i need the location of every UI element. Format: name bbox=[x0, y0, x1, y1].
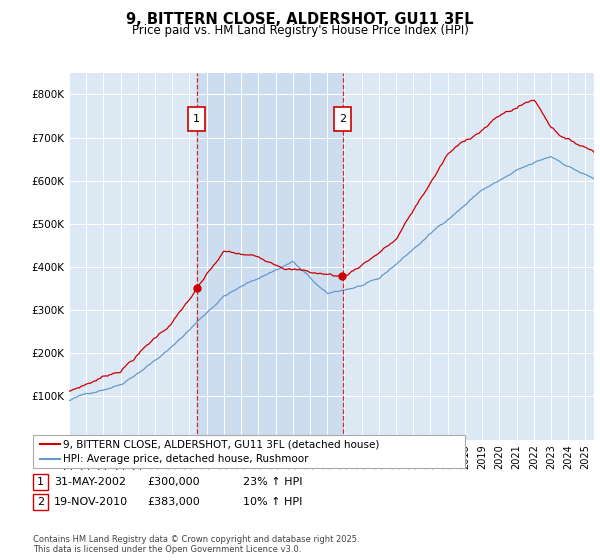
Text: 23% ↑ HPI: 23% ↑ HPI bbox=[243, 477, 302, 487]
Text: 2: 2 bbox=[37, 497, 44, 507]
Text: 2: 2 bbox=[339, 114, 346, 124]
Text: 31-MAY-2002: 31-MAY-2002 bbox=[54, 477, 126, 487]
Text: 9, BITTERN CLOSE, ALDERSHOT, GU11 3FL: 9, BITTERN CLOSE, ALDERSHOT, GU11 3FL bbox=[126, 12, 474, 27]
Bar bbox=[197, 73, 343, 440]
Text: £300,000: £300,000 bbox=[147, 477, 200, 487]
Text: 1: 1 bbox=[37, 477, 44, 487]
FancyBboxPatch shape bbox=[334, 107, 351, 130]
Text: HPI: Average price, detached house, Rushmoor: HPI: Average price, detached house, Rush… bbox=[63, 454, 308, 464]
Text: Contains HM Land Registry data © Crown copyright and database right 2025.
This d: Contains HM Land Registry data © Crown c… bbox=[33, 535, 359, 554]
Text: 9, BITTERN CLOSE, ALDERSHOT, GU11 3FL (detached house): 9, BITTERN CLOSE, ALDERSHOT, GU11 3FL (d… bbox=[63, 439, 379, 449]
Text: Price paid vs. HM Land Registry's House Price Index (HPI): Price paid vs. HM Land Registry's House … bbox=[131, 24, 469, 37]
Text: £383,000: £383,000 bbox=[147, 497, 200, 507]
Text: 10% ↑ HPI: 10% ↑ HPI bbox=[243, 497, 302, 507]
Text: 19-NOV-2010: 19-NOV-2010 bbox=[54, 497, 128, 507]
Text: 1: 1 bbox=[193, 114, 200, 124]
FancyBboxPatch shape bbox=[188, 107, 205, 130]
